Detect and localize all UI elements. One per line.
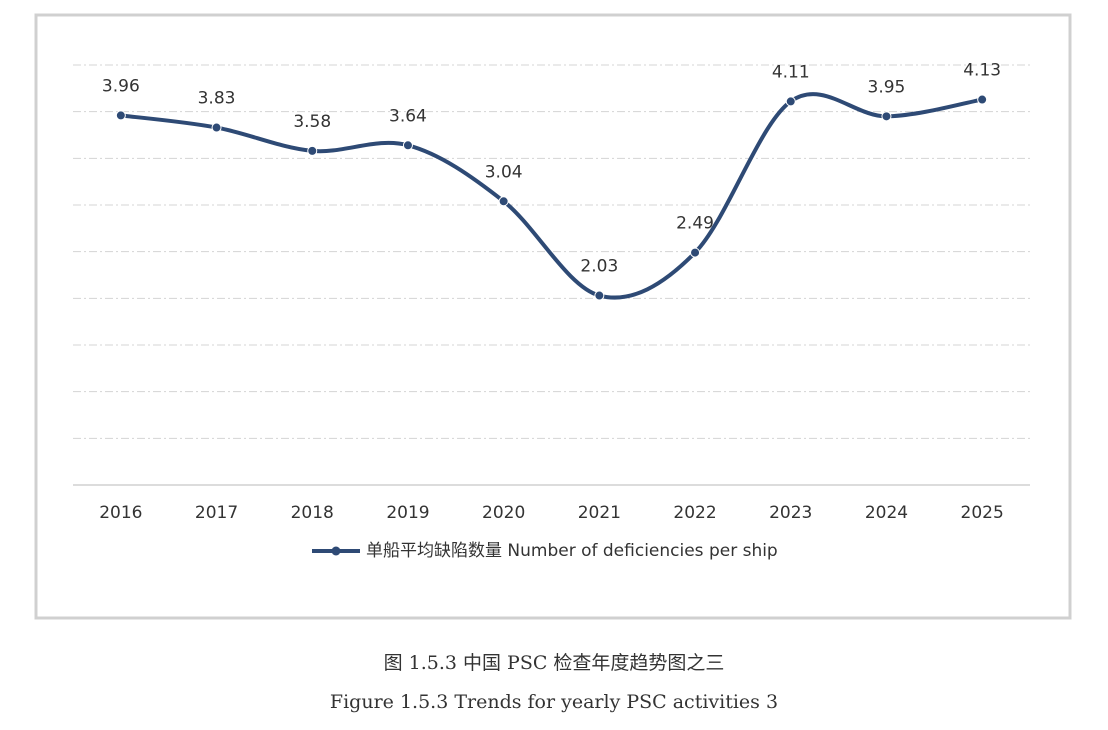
data-label: 3.64	[389, 106, 427, 126]
legend-label: 单船平均缺陷数量 Number of deficiencies per ship	[366, 541, 778, 561]
marker	[498, 196, 509, 207]
x-tick-label: 2023	[769, 503, 812, 523]
data-label: 3.95	[868, 77, 906, 97]
x-tick-label: 2025	[961, 503, 1004, 523]
marker	[977, 94, 988, 105]
data-label: 3.58	[293, 112, 331, 132]
x-tick-label: 2024	[865, 503, 908, 523]
marker	[115, 110, 126, 121]
x-tick-label: 2021	[578, 503, 621, 523]
x-tick-label: 2022	[673, 503, 716, 523]
line	[120, 92, 983, 300]
data-label: 2.03	[580, 257, 618, 277]
marker	[211, 122, 222, 133]
data-label: 2.49	[676, 214, 714, 234]
marker	[307, 145, 318, 156]
marker	[881, 111, 892, 122]
marker	[785, 96, 796, 107]
data-label: 3.96	[102, 76, 140, 96]
x-tick-label: 2019	[386, 503, 429, 523]
data-label: 4.11	[772, 62, 810, 82]
marker	[402, 140, 413, 151]
marker	[690, 247, 701, 258]
x-tick-label: 2020	[482, 503, 525, 523]
legend-marker	[331, 546, 341, 556]
data-label: 3.83	[198, 89, 236, 109]
x-tick-label: 2016	[99, 503, 142, 523]
caption-en: Figure 1.5.3 Trends for yearly PSC activ…	[330, 691, 778, 713]
chart-frame	[34, 13, 1072, 620]
caption-zh: 图 1.5.3 中国 PSC 检查年度趋势图之三	[384, 652, 725, 674]
data-label: 4.13	[963, 61, 1001, 81]
x-tick-label: 2018	[291, 503, 334, 523]
marker	[594, 290, 605, 301]
data-label: 3.04	[485, 162, 523, 182]
x-tick-label: 2017	[195, 503, 238, 523]
